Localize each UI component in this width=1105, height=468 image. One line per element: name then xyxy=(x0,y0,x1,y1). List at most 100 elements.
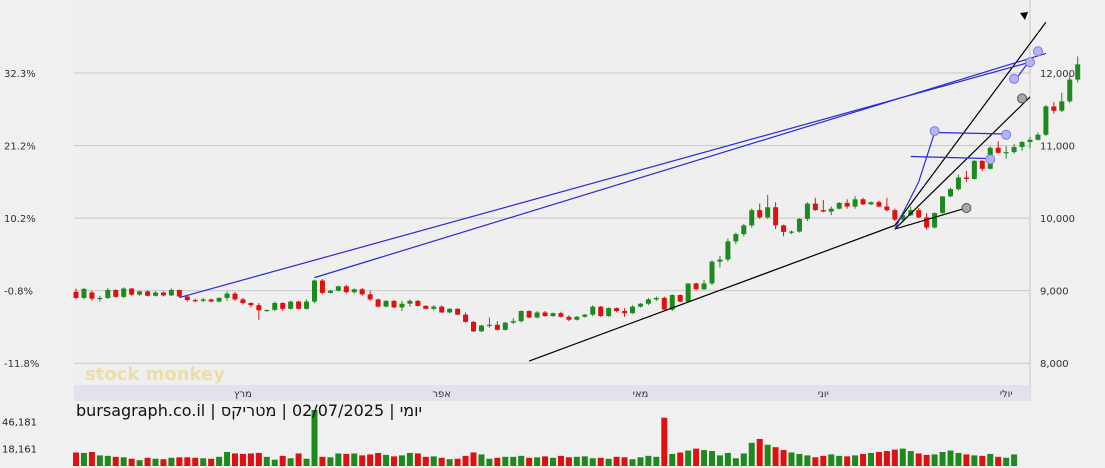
candle-body xyxy=(614,308,620,311)
candle-body xyxy=(789,231,794,233)
y-left-tick-label: -0.8% xyxy=(4,287,33,298)
candle-body xyxy=(486,324,492,326)
y-right-tick-label: 12,000 xyxy=(1040,69,1075,80)
candle-body xyxy=(804,203,810,219)
candle-body xyxy=(439,306,445,313)
candle-body xyxy=(296,301,302,309)
chart-caption: יומי | 02/07/2025 | מטריקס | bursagraph.… xyxy=(76,401,423,420)
volume-bar xyxy=(597,457,604,466)
candle xyxy=(1035,132,1041,141)
candle xyxy=(367,290,373,301)
candle-body xyxy=(653,297,659,300)
candle xyxy=(335,285,341,292)
volume-bar xyxy=(502,456,509,466)
candle xyxy=(192,298,198,303)
volume-bar xyxy=(677,452,684,466)
volume-bar xyxy=(820,455,827,466)
trend-arrowhead xyxy=(1020,12,1028,20)
candle-body xyxy=(399,303,405,308)
candle xyxy=(97,295,103,302)
candle xyxy=(1019,141,1025,151)
candle-body xyxy=(725,241,731,260)
candle-body xyxy=(216,297,222,302)
candle xyxy=(1027,136,1033,149)
candle-body xyxy=(280,303,286,309)
trendline xyxy=(894,207,967,230)
candle-body xyxy=(884,206,890,211)
candles xyxy=(73,56,1081,333)
candle-body xyxy=(773,207,779,226)
candle-body xyxy=(669,295,675,310)
candle-body xyxy=(948,189,953,197)
candle xyxy=(892,208,898,222)
candle-body xyxy=(312,280,317,302)
candle xyxy=(129,288,135,296)
trendline xyxy=(894,21,1047,226)
y-right-tick-label: 8,000 xyxy=(1040,359,1069,370)
volume-bar xyxy=(120,457,127,466)
volume-bar xyxy=(550,457,556,466)
candle xyxy=(963,170,969,182)
volume-bar xyxy=(883,451,890,466)
volume-bar xyxy=(573,456,580,466)
candle-body xyxy=(81,288,87,298)
volume-bar xyxy=(796,453,803,466)
candle-body xyxy=(121,288,127,297)
candle xyxy=(1075,56,1081,83)
candle xyxy=(725,238,731,262)
volume-bar xyxy=(891,449,898,466)
candle-body xyxy=(264,309,270,312)
volume-bar xyxy=(184,457,191,466)
candle xyxy=(852,196,858,209)
candle xyxy=(494,321,500,331)
candle-body xyxy=(113,289,119,297)
volume-bar xyxy=(581,456,588,466)
candle-body xyxy=(693,283,699,290)
candle xyxy=(932,212,938,229)
y-left-tick-label: -11.8% xyxy=(4,359,39,370)
candle xyxy=(113,289,119,298)
volume-bar xyxy=(804,455,811,466)
candle xyxy=(550,312,556,317)
candle-body xyxy=(582,314,588,317)
drawn-trendlines xyxy=(179,21,1047,362)
candle xyxy=(582,313,588,318)
volume-bar xyxy=(208,458,215,466)
candle xyxy=(399,300,405,311)
candle-body xyxy=(836,202,842,209)
candle xyxy=(423,305,429,310)
volume-bar xyxy=(939,452,946,466)
candle xyxy=(471,321,476,333)
candle xyxy=(804,202,810,222)
candle-body xyxy=(995,147,1001,153)
volume-bar xyxy=(239,453,246,466)
volume-bar xyxy=(621,457,628,466)
candle xyxy=(836,202,842,210)
candle xyxy=(224,291,230,301)
candle xyxy=(176,289,182,298)
candle-body xyxy=(701,283,707,290)
volume-bar xyxy=(375,452,382,466)
volume-bar xyxy=(740,453,747,466)
candle-body xyxy=(176,289,182,297)
candle xyxy=(73,288,79,300)
month-label: יוני xyxy=(818,389,829,400)
candle xyxy=(463,312,469,323)
candle xyxy=(614,307,620,313)
volume-bar xyxy=(359,455,366,466)
volume-bar xyxy=(947,450,954,466)
volume-bar xyxy=(931,454,938,466)
candle-body xyxy=(97,297,103,300)
volume-bar xyxy=(669,453,676,466)
watermark-logo: stock monkey xyxy=(85,364,225,385)
volume-bar xyxy=(995,456,1002,466)
volume-bar xyxy=(899,448,906,466)
volume-axis-ticks: 46,181 18,161 xyxy=(2,417,37,455)
candle xyxy=(296,300,302,310)
candle xyxy=(248,302,254,308)
volume-bar xyxy=(971,455,978,466)
candle xyxy=(645,297,651,306)
candle-body xyxy=(288,301,294,309)
candle-body xyxy=(327,290,333,293)
candle xyxy=(685,283,691,303)
